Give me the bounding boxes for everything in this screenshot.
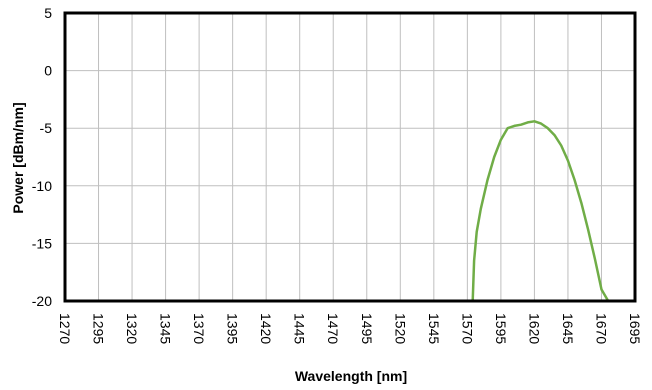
x-tick-label: 1670: [593, 313, 609, 344]
x-tick-label: 1370: [191, 313, 207, 344]
x-tick-label: 1570: [459, 313, 475, 344]
y-axis-title: Power [dBm/nm]: [10, 102, 26, 213]
y-tick-label: 0: [44, 63, 52, 79]
y-tick-label: -5: [40, 120, 53, 136]
x-tick-label: 1420: [258, 313, 274, 344]
y-tick-label: 5: [44, 5, 52, 21]
y-tick-label: -10: [32, 178, 52, 194]
x-tick-label: 1395: [225, 313, 241, 344]
x-axis-title: Wavelength [nm]: [295, 368, 407, 384]
x-tick-label: 1270: [57, 313, 73, 344]
x-tick-label: 1520: [392, 313, 408, 344]
series-layer: [65, 120, 635, 303]
x-tick-label: 1695: [627, 313, 643, 344]
y-tick-label: -20: [32, 293, 52, 309]
y-tick-labels: 5 0 -5 -10 -15 -20: [32, 5, 52, 309]
x-tick-label: 1545: [426, 313, 442, 344]
x-tick-label: 1595: [493, 313, 509, 344]
x-tick-label: 1620: [526, 313, 542, 344]
x-tick-labels: 1270 1295 1320 1345 1370 1395 1420 1445 1470 1495…: [57, 313, 643, 344]
x-tick-label: 1295: [91, 313, 107, 344]
plot-border: [63, 11, 637, 303]
x-tick-label: 1645: [560, 313, 576, 344]
x-tick-label: 1445: [292, 313, 308, 344]
plot-frame: [63, 11, 637, 303]
series-line: [65, 120, 635, 303]
x-tick-label: 1320: [124, 313, 140, 344]
grid-lines: [64, 12, 636, 302]
y-tick-label: -15: [32, 235, 52, 251]
x-tick-label: 1470: [325, 313, 341, 344]
x-tick-label: 1345: [158, 313, 174, 344]
x-tick-label: 1495: [359, 313, 375, 344]
